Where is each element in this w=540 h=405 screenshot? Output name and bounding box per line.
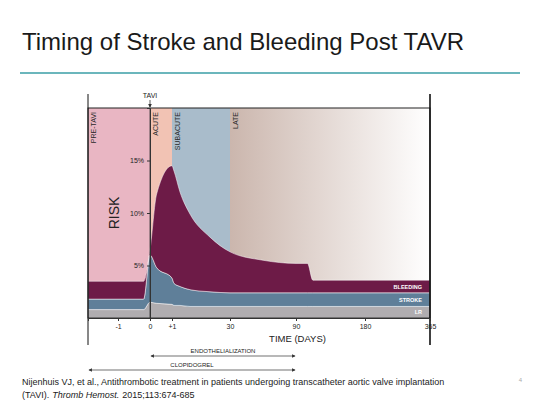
x-tick-mark [296, 318, 297, 321]
series-labels: LR STROKE BLEEDING [394, 284, 423, 316]
x-tick-label: +1 [169, 323, 177, 330]
x-tick-mark [118, 318, 119, 321]
x-axis-line [89, 319, 431, 322]
x-tick: 365 [425, 318, 437, 330]
x-tick-mark [365, 318, 366, 321]
y-tick-label: 15% [130, 157, 144, 164]
y-tick-label: 10% [130, 210, 144, 217]
y-axis: 5% 10% 15% [130, 109, 151, 319]
y-tick: 10% [130, 210, 150, 217]
y-tick-label: 5% [134, 262, 144, 269]
end-line [429, 94, 431, 345]
x-tick: 90 [293, 318, 301, 330]
x-tick: 0 [149, 318, 153, 330]
x-tick-label: 0 [149, 323, 153, 330]
slide: Timing of Stroke and Bleeding Post TAVR L… [0, 0, 540, 405]
x-tick: 30 [227, 318, 235, 330]
start-line [88, 94, 89, 345]
x-tick-mark [230, 318, 231, 321]
x-tick: 180 [360, 318, 372, 330]
source-line-1: Nijenhuis VJ, et al., Antithrombotic tre… [22, 377, 444, 387]
event-label: TAVI [143, 92, 158, 99]
x-tick-mark [172, 318, 173, 321]
x-axis-title: TIME (DAYS) [269, 333, 326, 344]
x-tick-label: -1 [115, 323, 121, 330]
x-tick: -1 [115, 318, 121, 330]
x-tick: +1 [169, 318, 177, 330]
plot-frame [88, 108, 430, 318]
y-tick: 15% [130, 157, 150, 164]
phase-label: LATE [232, 112, 239, 129]
y-axis-title: RISK [106, 196, 122, 229]
y-tick-mark [147, 213, 150, 214]
source-journal: Thromb Hemost. [52, 390, 119, 400]
y-tick-mark [147, 161, 150, 162]
x-tick-label: 365 [425, 323, 437, 330]
x-tick-mark [150, 318, 151, 321]
y-tick-mark [147, 266, 150, 267]
y-tick: 5% [134, 262, 150, 269]
periods: ENDOTHELIALIZATION CLOPIDOGREL [89, 348, 295, 370]
phase-labels: PRE-TAVI ACUTE SUBACUTE LATE [90, 112, 239, 150]
series-label: BLEEDING [394, 284, 422, 290]
phase-label: SUBACUTE [174, 112, 181, 150]
slide-title: Timing of Stroke and Bleeding Post TAVR [22, 28, 464, 55]
source-line-2: (TAVI).Thromb Hemost.2015;113:674-685 [22, 390, 195, 400]
x-axis: -1 0 +1 30 90 180 365 [89, 318, 437, 330]
period-label: ENDOTHELIALIZATION [191, 348, 256, 354]
x-tick-mark [430, 318, 431, 321]
page-number: 4 [519, 377, 523, 383]
phase-label: ACUTE [152, 112, 159, 136]
x-tick-label: 30 [227, 323, 235, 330]
series-area [88, 166, 430, 299]
x-tick-label: 90 [293, 323, 301, 330]
x-tick-label: 180 [360, 323, 372, 330]
series-areas [88, 166, 430, 318]
event-arrow [150, 100, 151, 107]
source-part: (TAVI). [22, 390, 49, 400]
series-label: STROKE [399, 297, 422, 303]
period-arrow [151, 356, 295, 357]
series-label: LR [415, 309, 422, 315]
y-axis-line [147, 109, 151, 319]
period-arrow [89, 370, 295, 371]
title-rule [20, 72, 520, 74]
phase-bands [88, 108, 430, 318]
phase-label: PRE-TAVI [90, 112, 97, 143]
source-citation: 2015;113:674-685 [122, 390, 194, 400]
period-label: CLOPIDOGREL [170, 362, 214, 368]
